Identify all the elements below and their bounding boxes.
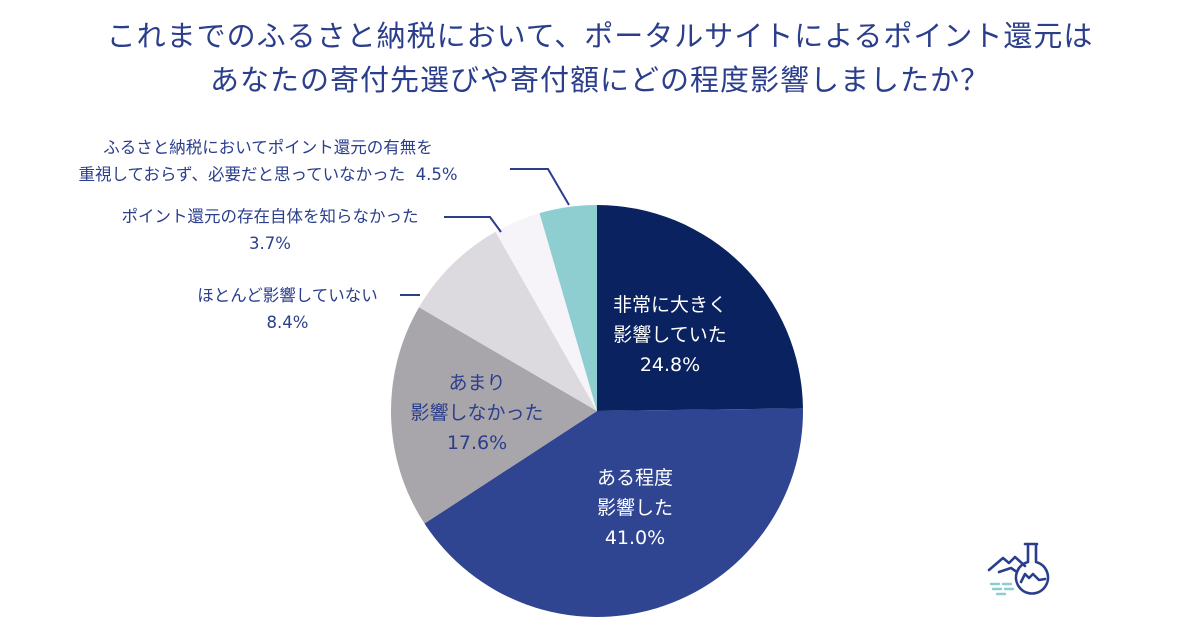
slice-label-somewhat: ある程度 影響した 41.0% bbox=[560, 463, 710, 553]
callout-text: 重視しておらず、必要だと思っていなかった 4.5% bbox=[48, 161, 488, 188]
slice-label-line: 影響した bbox=[596, 497, 673, 519]
pie-slices bbox=[391, 205, 803, 618]
callout-8-4: ほとんど影響していない 8.4% bbox=[180, 282, 395, 336]
pie-slice bbox=[419, 231, 597, 411]
slice-label-line: 影響しなかった bbox=[410, 402, 544, 424]
pie-slice bbox=[495, 213, 597, 411]
chart-title-line2: あなたの寄付先選びや寄付額にどの程度影響しましたか？ bbox=[209, 63, 990, 97]
callout-value: 3.7% bbox=[249, 234, 291, 253]
flask-mountain-icon bbox=[987, 542, 1050, 596]
callout-text: ふるさと納税においてポイント還元の有無を bbox=[103, 138, 433, 157]
pie-slice bbox=[597, 205, 803, 411]
pie-slice bbox=[391, 307, 597, 524]
callout-line-4-5 bbox=[510, 168, 570, 206]
callout-4-5: ふるさと納税においてポイント還元の有無を 重視しておらず、必要だと思っていなかっ… bbox=[48, 134, 488, 188]
slice-value: 17.6% bbox=[446, 432, 508, 454]
chart-title-line1: これまでのふるさと納税において、ポータルサイトによるポイント還元は bbox=[106, 19, 1094, 53]
callout-3-7: ポイント還元の存在自体を知らなかった 3.7% bbox=[100, 203, 440, 257]
slice-label-line: 影響していた bbox=[613, 324, 727, 346]
slice-value: 41.0% bbox=[604, 527, 666, 549]
slice-label-very-large: 非常に大きく 影響していた 24.8% bbox=[595, 290, 745, 380]
callout-value: 4.5% bbox=[415, 165, 458, 184]
callout-line-3-7 bbox=[444, 216, 502, 233]
callout-lines bbox=[400, 168, 570, 296]
slice-value: 24.8% bbox=[639, 354, 701, 376]
slice-label-line: 非常に大きく bbox=[612, 294, 727, 316]
callout-text: ポイント還元の存在自体を知らなかった bbox=[121, 207, 419, 226]
slice-label-not-much: あまり 影響しなかった 17.6% bbox=[392, 368, 562, 458]
chart-title: これまでのふるさと納税において、ポータルサイトによるポイント還元は あなたの寄付… bbox=[0, 14, 1200, 102]
slice-label-line: あまり bbox=[448, 372, 506, 394]
pie-slice bbox=[424, 408, 803, 618]
callout-value: 8.4% bbox=[266, 313, 309, 332]
callout-text: ほとんど影響していない bbox=[197, 286, 378, 305]
slice-label-line: ある程度 bbox=[596, 467, 673, 489]
callout-text: 重視しておらず、必要だと思っていなかった bbox=[78, 165, 406, 184]
pie-slice bbox=[539, 205, 597, 411]
